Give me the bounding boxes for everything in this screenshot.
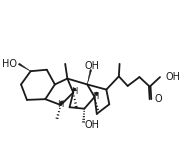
Text: OH: OH bbox=[85, 61, 100, 71]
Text: OH: OH bbox=[85, 120, 100, 130]
Text: HO: HO bbox=[2, 59, 17, 69]
Text: H: H bbox=[93, 92, 99, 101]
Polygon shape bbox=[87, 70, 92, 84]
Text: H: H bbox=[71, 87, 78, 96]
Text: H: H bbox=[57, 100, 63, 109]
Polygon shape bbox=[18, 63, 31, 71]
Text: OH: OH bbox=[166, 72, 181, 82]
Text: O: O bbox=[155, 94, 162, 104]
